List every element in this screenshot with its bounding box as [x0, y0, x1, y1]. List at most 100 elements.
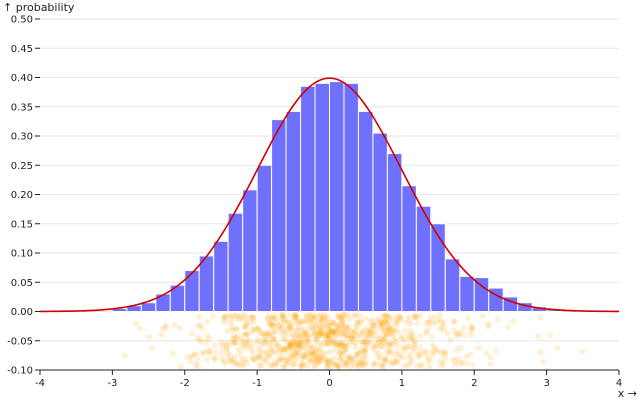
scatter-point: [382, 356, 389, 363]
scatter-point: [315, 331, 322, 338]
scatter-point: [199, 325, 206, 332]
scatter-point: [239, 337, 246, 344]
scatter-point: [358, 355, 365, 362]
scatter-point: [369, 326, 376, 333]
scatter-point: [467, 328, 474, 335]
scatter-point: [352, 329, 359, 336]
scatter-point: [354, 318, 361, 325]
scatter-point: [296, 338, 303, 345]
scatter-point: [284, 337, 291, 344]
scatter-point: [347, 328, 354, 335]
scatter-point: [326, 333, 333, 340]
scatter-point: [395, 316, 402, 323]
scatter-point: [355, 363, 362, 370]
scatter-point: [331, 327, 338, 334]
scatter-point: [261, 330, 268, 337]
scatter-point: [194, 334, 201, 341]
scatter-point: [408, 337, 415, 344]
scatter-point: [399, 344, 406, 351]
scatter-point: [390, 357, 397, 364]
x-tick-label: 4: [616, 378, 622, 389]
scatter-point: [327, 335, 334, 342]
scatter-point: [469, 325, 476, 332]
scatter-point: [329, 329, 336, 336]
scatter-point: [381, 354, 388, 361]
scatter-point: [295, 343, 302, 350]
scatter-point: [256, 351, 263, 358]
histogram-bar: [459, 275, 475, 312]
scatter-point: [318, 351, 325, 358]
scatter-point: [438, 319, 445, 326]
histogram-bar: [184, 270, 200, 312]
scatter-point: [410, 335, 417, 342]
scatter-point: [298, 340, 305, 347]
scatter-point: [294, 326, 301, 333]
scatter-point: [342, 343, 349, 350]
scatter-point: [372, 327, 379, 334]
scatter-point: [258, 347, 265, 354]
scatter-point: [347, 334, 354, 341]
scatter-point: [358, 358, 365, 365]
scatter-point: [334, 326, 341, 333]
scatter-point: [292, 314, 299, 321]
scatter-point: [265, 312, 272, 319]
histogram-bar: [401, 185, 417, 313]
scatter-point: [325, 331, 332, 338]
scatter-point: [335, 363, 342, 370]
scatter-point: [286, 322, 293, 329]
scatter-point: [334, 323, 341, 330]
scatter-point: [336, 348, 343, 355]
scatter-point: [407, 328, 414, 335]
scatter-point: [232, 312, 239, 319]
scatter-point: [337, 354, 344, 361]
scatter-point: [276, 355, 283, 362]
scatter-point: [262, 341, 269, 348]
scatter-point: [228, 316, 235, 323]
scatter-point: [283, 356, 290, 363]
scatter-point: [393, 322, 400, 329]
scatter-point: [393, 319, 400, 326]
scatter-point: [241, 340, 248, 347]
scatter-point: [303, 334, 310, 341]
scatter-point: [394, 318, 401, 325]
scatter-point: [340, 348, 347, 355]
scatter-point: [226, 312, 233, 319]
scatter-point: [388, 323, 395, 330]
scatter-point: [324, 326, 331, 333]
scatter-point: [372, 343, 379, 350]
scatter-point: [537, 314, 544, 321]
scatter-point: [407, 360, 414, 367]
histogram-bar: [242, 189, 258, 313]
scatter-point: [345, 359, 352, 366]
scatter-point: [426, 356, 433, 363]
scatter-point: [324, 341, 331, 348]
x-tick-label: 3: [543, 378, 549, 389]
scatter-point: [243, 330, 250, 337]
scatter-point: [254, 336, 261, 343]
scatter-point: [317, 348, 324, 355]
scatter-point: [287, 343, 294, 350]
scatter-point: [307, 319, 314, 326]
scatter-point: [397, 353, 404, 360]
scatter-point: [332, 341, 339, 348]
scatter-point: [372, 349, 379, 356]
x-tick-label: 1: [399, 378, 405, 389]
scatter-point: [255, 353, 262, 360]
scatter-point: [267, 320, 274, 327]
scatter-point: [554, 344, 561, 351]
scatter-point: [308, 324, 315, 331]
scatter-point: [338, 315, 345, 322]
scatter-point: [264, 359, 271, 366]
scatter-point: [311, 319, 318, 326]
scatter-point: [257, 362, 264, 369]
scatter-point: [409, 357, 416, 364]
scatter-point: [455, 330, 462, 337]
scatter-point: [454, 332, 461, 339]
scatter-point: [279, 312, 286, 319]
scatter-point: [305, 338, 312, 345]
scatter-point: [359, 347, 366, 354]
scatter-point: [309, 347, 316, 354]
scatter-point: [324, 322, 331, 329]
scatter-point: [376, 338, 383, 345]
scatter-point: [421, 348, 428, 355]
